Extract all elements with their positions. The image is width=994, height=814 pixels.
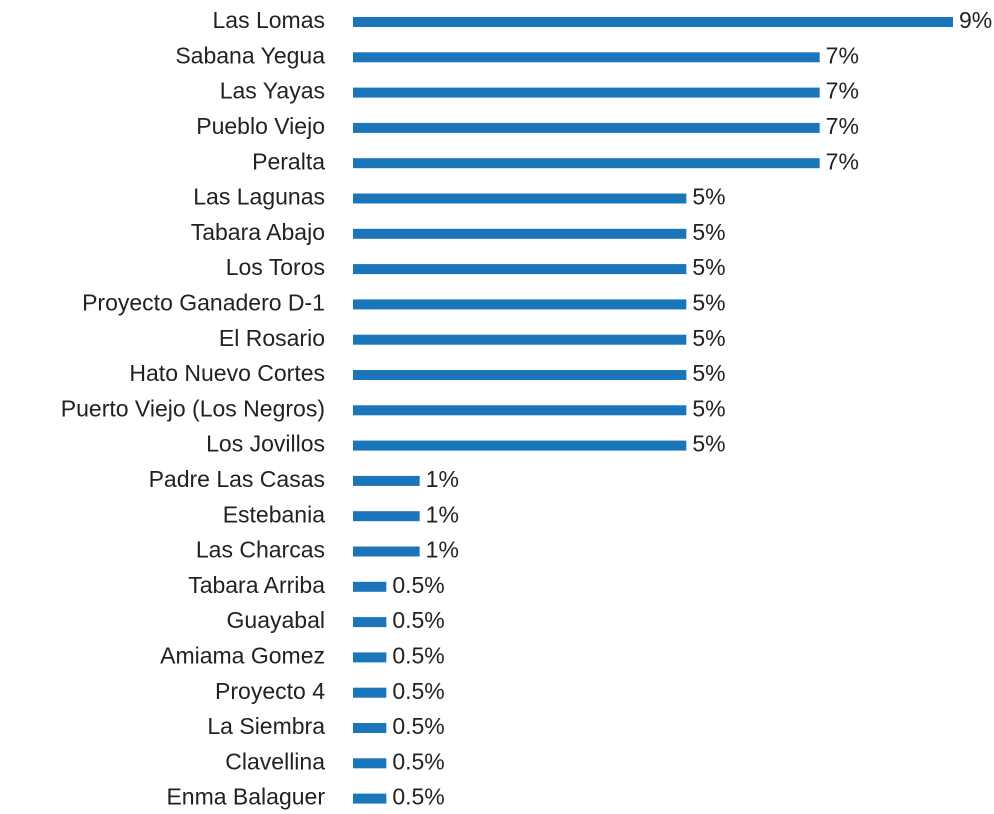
value-label: 5% bbox=[692, 360, 725, 386]
category-label: Tabara Abajo bbox=[191, 219, 325, 245]
value-label: 0.5% bbox=[392, 678, 444, 704]
value-label: 1% bbox=[426, 537, 459, 563]
bar bbox=[353, 228, 687, 239]
category-label: Estebania bbox=[223, 501, 326, 527]
category-label: Proyecto Ganadero D-1 bbox=[82, 289, 325, 315]
category-label: Proyecto 4 bbox=[215, 678, 325, 704]
value-label: 7% bbox=[826, 148, 859, 174]
bar bbox=[353, 652, 387, 663]
bar bbox=[353, 264, 687, 275]
value-label: 5% bbox=[692, 184, 725, 210]
category-label: Las Yayas bbox=[220, 78, 325, 104]
bar bbox=[353, 17, 953, 27]
category-label: La Siembra bbox=[207, 713, 325, 739]
bar bbox=[353, 370, 687, 380]
category-label: Las Charcas bbox=[196, 537, 325, 563]
category-label: Peralta bbox=[252, 148, 325, 174]
bar bbox=[353, 87, 820, 98]
value-label: 0.5% bbox=[392, 713, 444, 739]
category-label: Las Lagunas bbox=[193, 184, 325, 210]
bar bbox=[353, 193, 687, 204]
category-label: Hato Nuevo Cortes bbox=[129, 360, 325, 386]
value-label: 5% bbox=[692, 219, 725, 245]
category-label: Sabana Yegua bbox=[175, 42, 325, 68]
category-label: Pueblo Viejo bbox=[196, 113, 325, 139]
category-label: Los Jovillos bbox=[206, 431, 325, 457]
bar bbox=[353, 723, 387, 733]
bar bbox=[353, 52, 820, 63]
category-label: El Rosario bbox=[219, 325, 325, 351]
category-label: Padre Las Casas bbox=[149, 466, 325, 492]
bar bbox=[353, 511, 420, 522]
bar bbox=[353, 405, 687, 416]
category-label: Enma Balaguer bbox=[166, 784, 325, 810]
value-label: 9% bbox=[959, 7, 992, 33]
value-label: 0.5% bbox=[392, 748, 444, 774]
value-label: 0.5% bbox=[392, 642, 444, 668]
value-label: 7% bbox=[826, 113, 859, 139]
value-label: 5% bbox=[692, 325, 725, 351]
value-label: 7% bbox=[826, 78, 859, 104]
value-label: 5% bbox=[692, 395, 725, 421]
bar bbox=[353, 122, 820, 133]
category-label: Guayabal bbox=[227, 607, 325, 633]
value-label: 5% bbox=[692, 289, 725, 315]
value-label: 0.5% bbox=[392, 572, 444, 598]
bar bbox=[353, 546, 420, 557]
bar bbox=[353, 581, 387, 592]
value-label: 7% bbox=[826, 42, 859, 68]
value-label: 1% bbox=[426, 501, 459, 527]
value-label: 5% bbox=[692, 431, 725, 457]
value-label: 1% bbox=[426, 466, 459, 492]
value-label: 0.5% bbox=[392, 784, 444, 810]
category-label: Tabara Arriba bbox=[188, 572, 325, 598]
category-label: Amiama Gomez bbox=[160, 642, 325, 668]
category-label: Las Lomas bbox=[212, 7, 325, 33]
value-label: 5% bbox=[692, 254, 725, 280]
bar bbox=[353, 617, 387, 628]
category-label: Clavellina bbox=[225, 748, 325, 774]
category-label: Los Toros bbox=[226, 254, 325, 280]
bar bbox=[353, 687, 387, 698]
bar bbox=[353, 758, 387, 769]
bar bbox=[353, 793, 387, 804]
value-label: 0.5% bbox=[392, 607, 444, 633]
bar bbox=[353, 158, 820, 169]
category-label: Puerto Viejo (Los Negros) bbox=[61, 395, 325, 421]
bar bbox=[353, 475, 420, 486]
bar bbox=[353, 440, 687, 451]
bar bbox=[353, 299, 687, 310]
bar bbox=[353, 334, 687, 345]
